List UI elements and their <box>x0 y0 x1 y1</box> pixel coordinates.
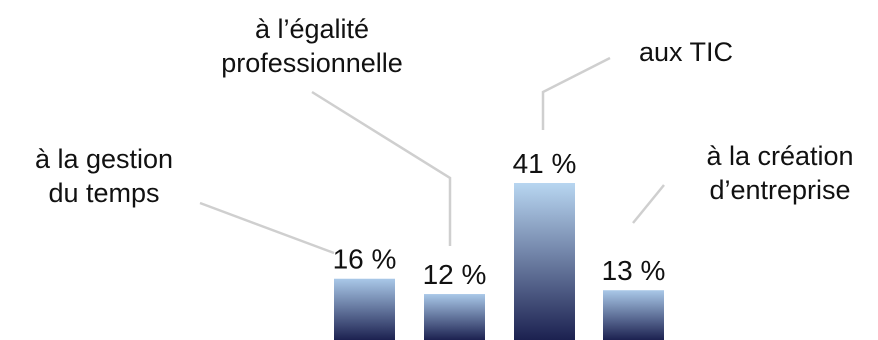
leader-lines <box>199 56 665 255</box>
category-label-1-line-2: du temps <box>48 178 159 208</box>
bars <box>334 183 664 340</box>
category-label-4: à la création d’entreprise <box>706 141 853 205</box>
bar-4 <box>603 290 664 340</box>
category-label-4-line-1: à la création <box>706 141 853 171</box>
category-label-2-line-1: à l’égalité <box>255 14 369 44</box>
category-label-2-line-2: professionnelle <box>221 48 403 78</box>
leader-line-4 <box>632 184 665 224</box>
category-label-3: aux TIC <box>639 37 733 67</box>
bar-1 <box>334 278 395 340</box>
category-label-2: à l’égalité professionnelle <box>221 14 403 78</box>
category-label-4-line-2: d’entreprise <box>709 175 850 205</box>
category-label-1-line-1: à la gestion <box>35 144 173 174</box>
category-label-3-line-1: aux TIC <box>639 37 733 67</box>
value-label-3: 41 % <box>513 148 577 179</box>
leader-line-1 <box>199 201 335 255</box>
value-label-4: 13 % <box>602 255 666 286</box>
value-label-1: 16 % <box>333 244 397 275</box>
bar-2 <box>424 294 485 340</box>
value-label-2: 12 % <box>423 259 487 290</box>
category-label-1: à la gestion du temps <box>35 144 173 208</box>
bar-3 <box>514 183 575 340</box>
category-labels: à la gestion du temps à l’égalité professio… <box>35 14 854 208</box>
leader-line-2 <box>311 90 452 246</box>
value-labels: 16 % 12 % 41 % 13 % <box>333 148 666 290</box>
leader-line-3 <box>541 56 611 130</box>
